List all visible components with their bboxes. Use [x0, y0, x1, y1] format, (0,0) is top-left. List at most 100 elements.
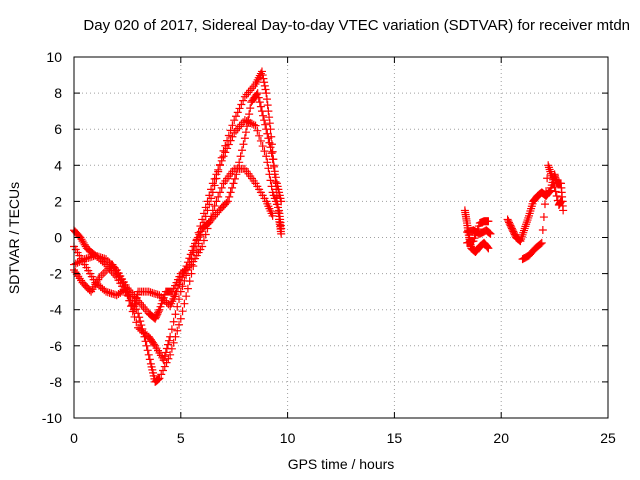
data-point-marker [251, 121, 260, 130]
data-point-marker [231, 112, 240, 121]
data-point-marker [226, 136, 235, 145]
y-tick-label: 6 [54, 121, 62, 137]
data-point-marker [519, 228, 528, 237]
data-point-marker [544, 163, 553, 172]
data-point-marker [198, 242, 207, 251]
data-point-marker [217, 156, 226, 165]
data-point-marker [215, 161, 224, 170]
data-point-marker [198, 215, 207, 224]
data-point-marker [485, 228, 494, 237]
data-point-marker [258, 142, 267, 151]
data-point-marker [207, 185, 216, 194]
data-point-marker [144, 350, 153, 359]
data-point-marker [162, 298, 171, 307]
data-point-marker [160, 362, 169, 371]
data-point-marker [265, 170, 274, 179]
data-point-marker [141, 305, 150, 314]
data-point-marker [259, 74, 268, 83]
data-point-marker [187, 269, 196, 278]
data-point-marker [181, 265, 190, 274]
data-point-marker [265, 138, 274, 147]
data-point-marker [524, 213, 533, 222]
data-point-marker [520, 224, 529, 233]
data-point-marker [89, 252, 98, 261]
data-point-marker [84, 253, 93, 262]
data-point-marker [222, 198, 231, 207]
data-point-marker [175, 320, 184, 329]
data-point-marker [157, 293, 166, 302]
data-point-marker [268, 155, 277, 164]
data-point-marker [224, 140, 233, 149]
data-point-marker [485, 229, 494, 238]
data-point-marker [173, 302, 182, 311]
data-point-marker [265, 113, 274, 122]
data-point-marker [239, 140, 248, 149]
y-axis-label-container: SDTVAR / TECUs [0, 58, 28, 418]
data-point-marker [226, 188, 235, 197]
data-point-marker [154, 307, 163, 316]
y-tick-label: 8 [54, 85, 62, 101]
data-point-marker [178, 307, 187, 316]
data-point-marker [238, 146, 247, 155]
data-point-marker [215, 188, 224, 197]
data-point-marker [545, 165, 554, 174]
data-point-marker [550, 182, 559, 191]
data-point-marker [183, 258, 192, 267]
data-point-marker [537, 238, 546, 247]
data-point-marker [130, 312, 139, 321]
data-point-marker [482, 242, 491, 251]
data-point-marker [199, 209, 208, 218]
data-point-marker [261, 85, 270, 94]
data-point-marker [551, 187, 560, 196]
data-point-marker [166, 350, 175, 359]
data-point-marker [540, 200, 549, 209]
y-tick-label: -4 [50, 302, 63, 318]
data-point-marker [260, 78, 269, 87]
data-series [503, 161, 568, 264]
data-point-marker [217, 183, 226, 192]
data-point-marker [182, 292, 191, 301]
data-point-marker [277, 224, 286, 233]
data-point-marker [221, 148, 230, 157]
data-point-marker [519, 226, 528, 235]
data-point-marker [258, 71, 267, 80]
data-point-marker [212, 170, 221, 179]
data-point-marker [268, 211, 277, 220]
data-point-marker [165, 336, 174, 345]
x-tick-label: 15 [387, 430, 403, 446]
data-point-marker [119, 278, 128, 287]
y-tick-label: -10 [42, 410, 62, 426]
data-point-marker [223, 197, 232, 206]
data-point-marker [161, 348, 170, 357]
data-point-marker [233, 164, 242, 173]
data-point-marker [264, 134, 273, 143]
data-point-marker [134, 309, 143, 318]
y-tick-label: -8 [50, 374, 63, 390]
x-axis-label: GPS time / hours [287, 456, 395, 472]
data-point-marker [122, 287, 131, 296]
data-point-marker [102, 266, 111, 275]
data-point-marker [271, 173, 280, 182]
data-point-marker [484, 217, 493, 226]
data-point-marker [264, 164, 273, 173]
data-point-marker [167, 325, 176, 334]
data-point-marker [246, 104, 255, 113]
data-point-marker [228, 132, 237, 141]
data-point-marker [124, 292, 133, 301]
data-point-marker [171, 310, 180, 319]
data-point-marker [154, 375, 163, 384]
data-point-marker [257, 67, 266, 76]
data-point-marker [103, 288, 112, 297]
data-point-marker [559, 206, 568, 215]
data-point-marker [230, 116, 239, 125]
data-point-marker [235, 158, 244, 167]
data-point-marker [536, 239, 545, 248]
data-point-marker [175, 280, 184, 289]
data-point-marker [244, 88, 253, 97]
data-point-marker [232, 170, 241, 179]
data-point-marker [203, 197, 212, 206]
data-point-marker [253, 126, 262, 135]
data-point-marker [557, 197, 566, 206]
data-point-marker [255, 131, 264, 140]
data-point-marker [136, 317, 145, 326]
